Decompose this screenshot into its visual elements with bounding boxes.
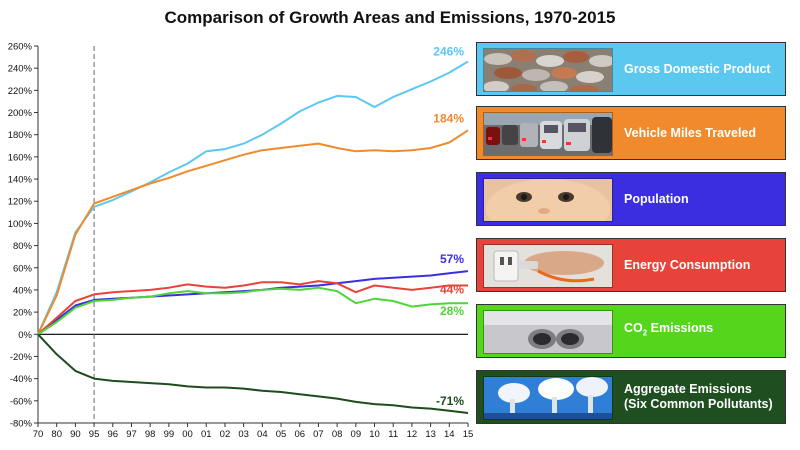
power-plug-photo-icon: [483, 244, 613, 288]
chart-title: Comparison of Growth Areas and Emissions…: [164, 8, 616, 27]
legend-label-gdp: Gross Domestic Product: [624, 61, 771, 76]
legend-co2: CO2 Emissions: [476, 304, 786, 358]
x-tick-label: 03: [238, 429, 249, 440]
y-tick-label: 220%: [8, 86, 33, 97]
y-tick-label: 260%: [8, 42, 33, 53]
x-tick-label: 09: [351, 429, 362, 440]
legend-vehicle-miles: Vehicle Miles Traveled: [476, 106, 786, 160]
x-tick-label: 95: [89, 429, 100, 440]
legend-label-energy: Energy Consumption: [624, 257, 751, 272]
legend-aggregate-emissions: Aggregate Emissions (Six Common Pollutan…: [476, 370, 786, 424]
y-tick-label: 0%: [18, 330, 32, 341]
y-tick-label: -40%: [10, 374, 33, 385]
baby-photo-icon: [483, 178, 613, 222]
x-tick-label: 90: [70, 429, 81, 440]
y-tick-label: -80%: [10, 419, 33, 430]
legend-gdp: Gross Domestic Product: [476, 42, 786, 96]
y-tick-label: -60%: [10, 396, 33, 407]
y-tick-label: -20%: [10, 352, 33, 363]
legend-population: Population: [476, 172, 786, 226]
legend-label-aggregate-emissions: Aggregate Emissions (Six Common Pollutan…: [624, 382, 773, 411]
x-tick-label: 14: [444, 429, 455, 440]
series-line-2: [37, 270, 469, 336]
y-tick-label: 100%: [8, 219, 33, 230]
x-tick-label: 00: [182, 429, 193, 440]
y-tick-label: 60%: [13, 263, 33, 274]
series-line-0: [37, 60, 469, 335]
x-tick-label: 70: [33, 429, 44, 440]
x-tick-label: 07: [313, 429, 324, 440]
x-tick-label: 05: [276, 429, 287, 440]
x-tick-label: 99: [164, 429, 175, 440]
y-tick-label: 80%: [13, 241, 33, 252]
series-line-4: [37, 286, 468, 336]
series-line-1: [37, 129, 469, 335]
legend-label-co2: CO2 Emissions: [624, 321, 714, 338]
x-tick-label: 06: [294, 429, 305, 440]
legend-label-population: Population: [624, 191, 689, 206]
x-tick-label: 80: [51, 429, 62, 440]
series-end-label-4: 28%: [440, 304, 464, 318]
y-tick-label: 240%: [8, 64, 33, 75]
x-tick-label: 97: [126, 429, 137, 440]
y-tick-label: 200%: [8, 108, 33, 119]
y-tick-label: 140%: [8, 175, 33, 186]
legend-label-vehicle-miles: Vehicle Miles Traveled: [624, 125, 757, 140]
series-end-label-0: 246%: [433, 45, 464, 59]
series-end-label-3: 44%: [440, 283, 464, 297]
y-tick-label: 20%: [13, 308, 33, 319]
coins-photo-icon: [483, 48, 613, 92]
y-tick-label: 180%: [8, 130, 33, 141]
series-end-label-2: 57%: [440, 252, 464, 266]
x-tick-label: 10: [369, 429, 380, 440]
exhaust-pipe-photo-icon: [483, 310, 613, 354]
legend-energy: Energy Consumption: [476, 238, 786, 292]
y-tick-label: 40%: [13, 285, 33, 296]
x-tick-label: 02: [220, 429, 231, 440]
series-end-label-1: 184%: [433, 111, 464, 125]
series-end-label-5: -71%: [436, 394, 464, 408]
x-tick-label: 98: [145, 429, 156, 440]
x-tick-label: 04: [257, 429, 268, 440]
series-line-5: [37, 333, 469, 414]
x-tick-label: 01: [201, 429, 212, 440]
x-tick-label: 08: [332, 429, 343, 440]
y-tick-label: 160%: [8, 152, 33, 163]
traffic-photo-icon: [483, 112, 613, 156]
series-line-3: [37, 280, 468, 336]
x-tick-label: 11: [388, 429, 398, 440]
x-tick-label: 96: [107, 429, 118, 440]
x-tick-label: 12: [407, 429, 418, 440]
smokestacks-photo-icon: [483, 376, 613, 420]
y-tick-label: 120%: [8, 197, 33, 208]
x-tick-label: 15: [463, 429, 474, 440]
x-tick-label: 13: [425, 429, 436, 440]
